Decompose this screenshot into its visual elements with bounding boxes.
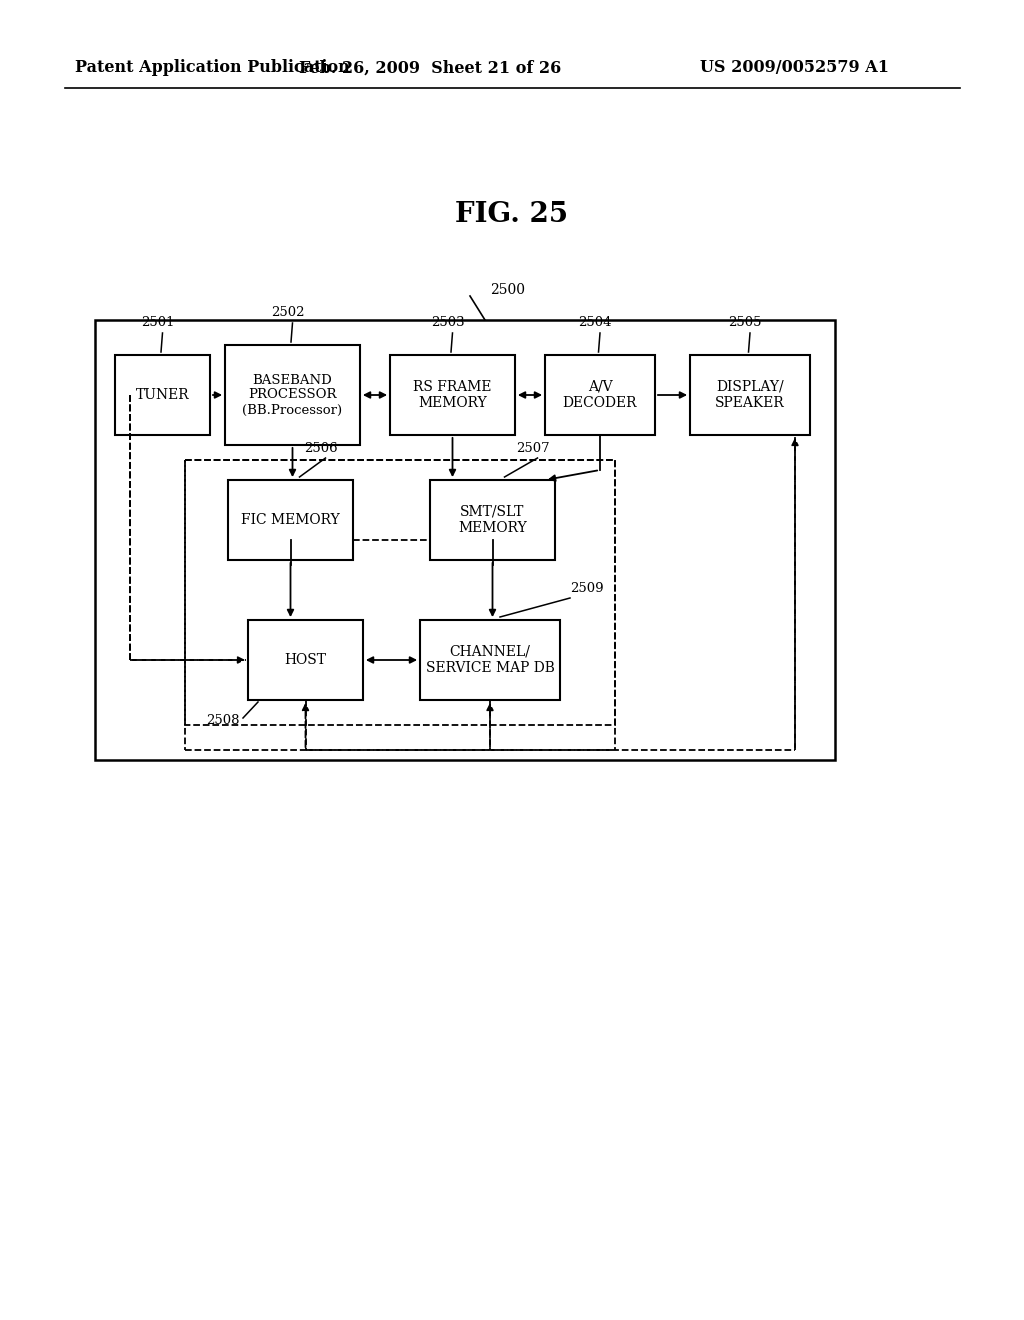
- Bar: [248, 620, 362, 700]
- Bar: [390, 355, 515, 436]
- Text: 2509: 2509: [570, 582, 603, 594]
- Text: 2500: 2500: [490, 282, 525, 297]
- Bar: [420, 620, 560, 700]
- Bar: [225, 345, 360, 445]
- Text: RS FRAME
MEMORY: RS FRAME MEMORY: [414, 380, 492, 411]
- Text: FIC MEMORY: FIC MEMORY: [241, 513, 340, 527]
- Text: 2505: 2505: [728, 317, 762, 330]
- Text: US 2009/0052579 A1: US 2009/0052579 A1: [700, 59, 889, 77]
- Bar: [228, 480, 353, 560]
- Text: HOST: HOST: [285, 653, 327, 667]
- Text: 2507: 2507: [516, 441, 549, 454]
- Bar: [115, 355, 210, 436]
- Text: Patent Application Publication: Patent Application Publication: [75, 59, 350, 77]
- Text: 2504: 2504: [579, 317, 611, 330]
- Text: BASEBAND
PROCESSOR
(BB.Processor): BASEBAND PROCESSOR (BB.Processor): [243, 374, 343, 417]
- Bar: [95, 319, 835, 760]
- Text: 2508: 2508: [207, 714, 240, 726]
- Text: CHANNEL/
SERVICE MAP DB: CHANNEL/ SERVICE MAP DB: [426, 645, 554, 675]
- Text: 2502: 2502: [270, 306, 304, 319]
- Text: Feb. 26, 2009  Sheet 21 of 26: Feb. 26, 2009 Sheet 21 of 26: [299, 59, 561, 77]
- Bar: [545, 355, 655, 436]
- Bar: [430, 480, 555, 560]
- Text: 2501: 2501: [140, 317, 174, 330]
- Bar: [185, 459, 615, 725]
- Text: DISPLAY/
SPEAKER: DISPLAY/ SPEAKER: [715, 380, 784, 411]
- Text: 2503: 2503: [431, 317, 464, 330]
- Text: 2506: 2506: [304, 441, 337, 454]
- Text: FIG. 25: FIG. 25: [456, 202, 568, 228]
- Text: A/V
DECODER: A/V DECODER: [563, 380, 637, 411]
- Bar: [690, 355, 810, 436]
- Text: TUNER: TUNER: [136, 388, 189, 403]
- Text: SMT/SLT
MEMORY: SMT/SLT MEMORY: [458, 504, 527, 535]
